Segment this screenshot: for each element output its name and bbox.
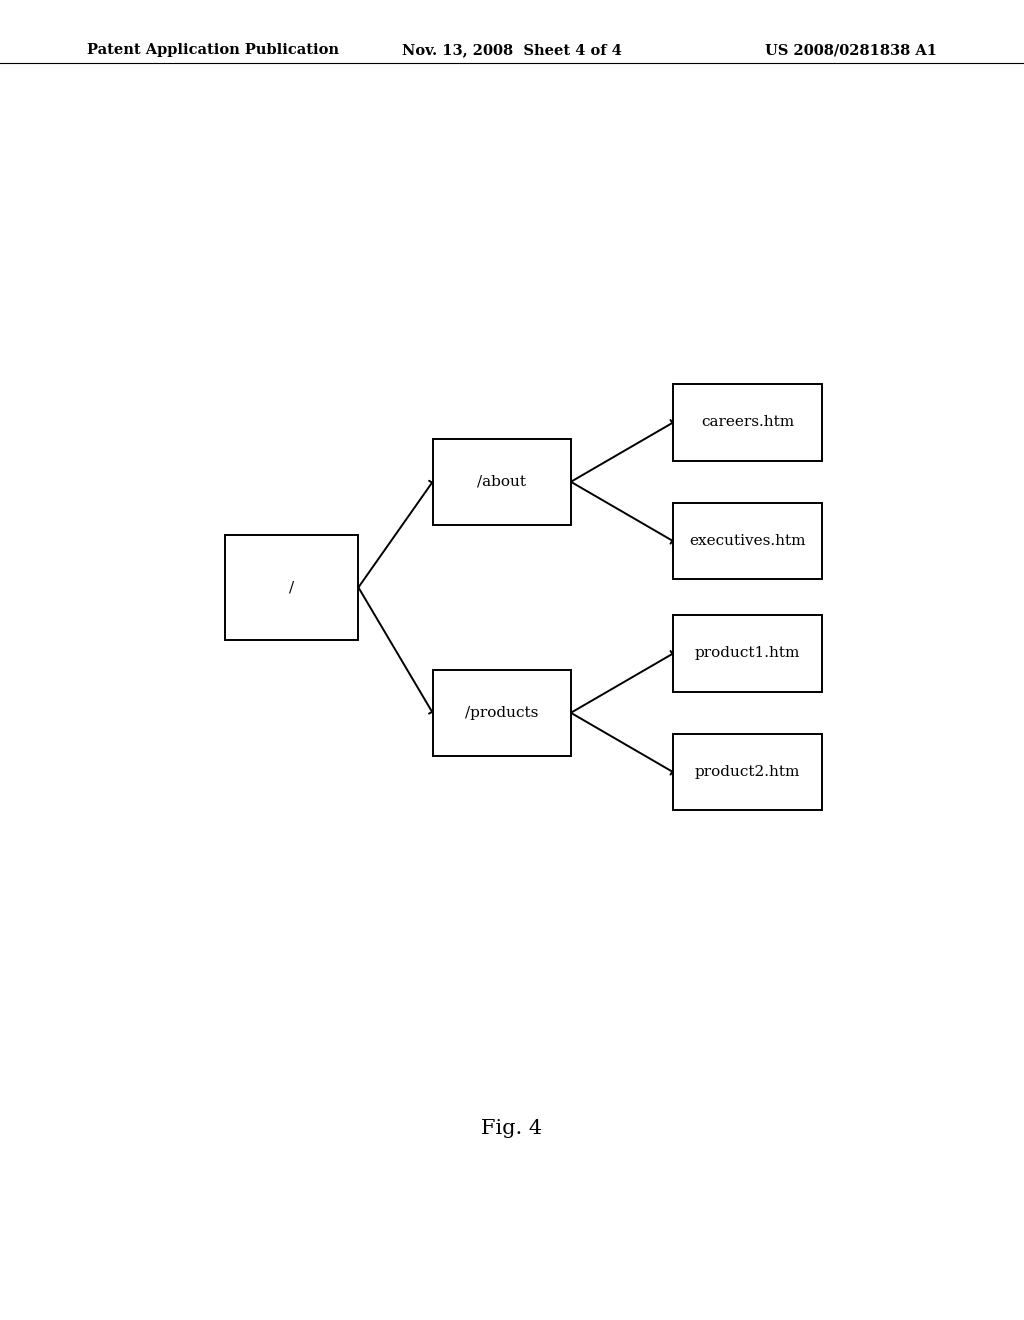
Bar: [674, 734, 821, 810]
Text: /about: /about: [477, 475, 526, 488]
Text: Nov. 13, 2008  Sheet 4 of 4: Nov. 13, 2008 Sheet 4 of 4: [402, 44, 622, 57]
Text: /products: /products: [465, 706, 539, 719]
Bar: [432, 438, 571, 524]
Bar: [674, 615, 821, 692]
Bar: [674, 503, 821, 579]
Bar: [674, 384, 821, 461]
Text: product2.htm: product2.htm: [695, 766, 800, 779]
Text: careers.htm: careers.htm: [701, 416, 794, 429]
Bar: [432, 671, 571, 755]
Bar: [225, 535, 358, 640]
Text: Patent Application Publication: Patent Application Publication: [87, 44, 339, 57]
Text: product1.htm: product1.htm: [695, 647, 800, 660]
Text: US 2008/0281838 A1: US 2008/0281838 A1: [765, 44, 937, 57]
Text: /: /: [289, 581, 295, 594]
Text: Fig. 4: Fig. 4: [481, 1119, 543, 1138]
Text: executives.htm: executives.htm: [689, 535, 806, 548]
